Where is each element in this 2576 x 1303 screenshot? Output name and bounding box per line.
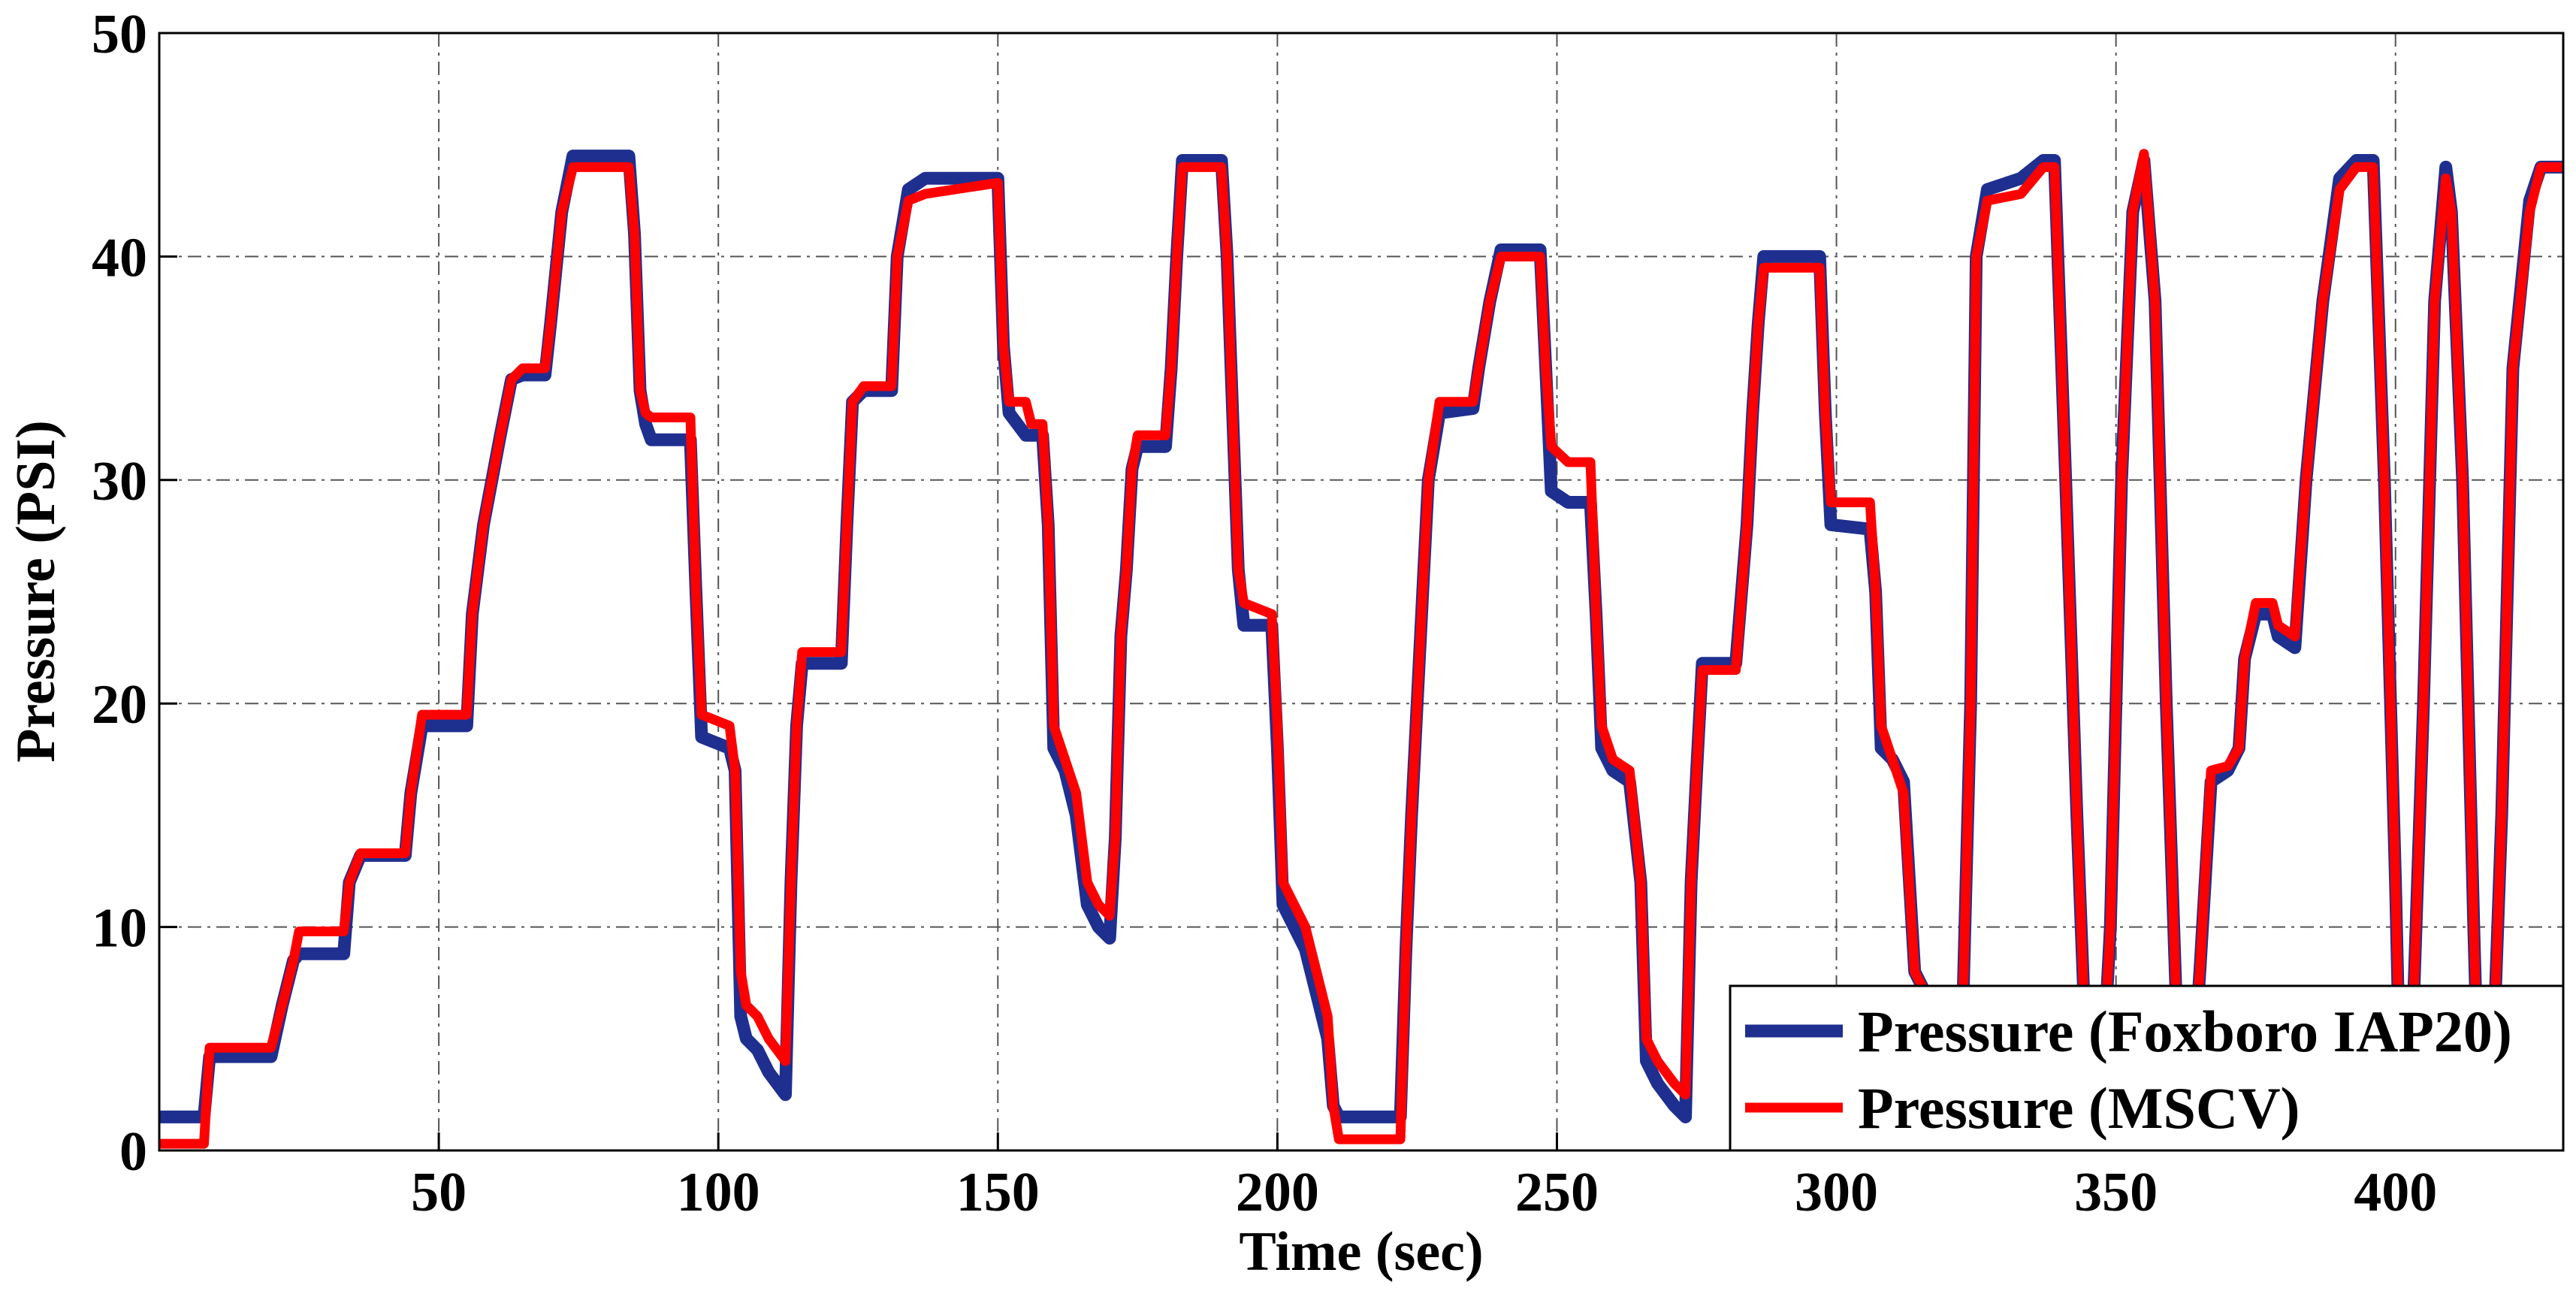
- y-tick-label: 20: [92, 674, 147, 736]
- x-tick-label: 150: [956, 1162, 1040, 1223]
- y-tick-label: 40: [92, 227, 147, 289]
- x-tick-label: 350: [2074, 1162, 2158, 1223]
- legend-label: Pressure (Foxboro IAP20): [1858, 999, 2512, 1064]
- x-axis-label: Time (sec): [1239, 1221, 1483, 1283]
- x-tick-label: 200: [1236, 1162, 1319, 1223]
- y-tick-label: 30: [92, 451, 147, 512]
- plot-lines: [159, 149, 2563, 1149]
- data-line: [159, 149, 2563, 1149]
- x-tick-label: 300: [1795, 1162, 1878, 1223]
- y-axis-label: Pressure (PSI): [5, 420, 67, 763]
- x-tick-label: 250: [1515, 1162, 1599, 1223]
- legend-label: Pressure (MSCV): [1858, 1075, 2300, 1141]
- y-tick-label: 50: [92, 4, 147, 65]
- y-tick-label: 0: [119, 1121, 147, 1183]
- legend-box: [1729, 984, 2565, 1152]
- x-tick-label: 400: [2354, 1162, 2437, 1223]
- x-tick-label: 50: [411, 1162, 467, 1223]
- axes-frame: [158, 32, 2565, 1152]
- y-tick-label: 10: [92, 898, 147, 960]
- x-tick-label: 100: [677, 1162, 760, 1223]
